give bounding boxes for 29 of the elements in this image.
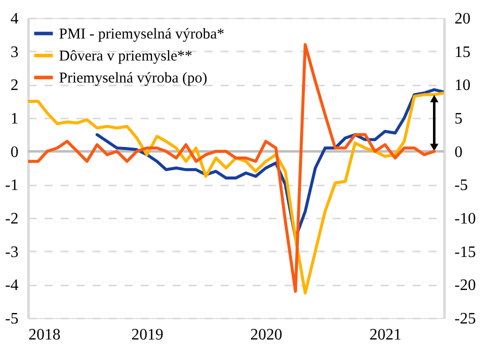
y2-tick-label: 5 bbox=[454, 110, 462, 128]
y2-tick-label: -15 bbox=[454, 244, 476, 261]
x-tick-label: 2018 bbox=[28, 326, 60, 344]
y2-tick-label: -10 bbox=[454, 210, 476, 228]
x-tick-label: 2020 bbox=[250, 326, 282, 344]
y-tick-label: -1 bbox=[5, 177, 18, 194]
y2-tick-label: 20 bbox=[454, 10, 470, 28]
legend-label: Dôvera v priemysle** bbox=[59, 48, 192, 64]
line-series bbox=[28, 92, 444, 294]
y-tick-label: 0 bbox=[10, 144, 18, 161]
x-tick-label: 2019 bbox=[131, 326, 164, 344]
y-tick-label: -3 bbox=[5, 244, 18, 261]
y2-tick-label: 0 bbox=[454, 144, 462, 161]
y2-tick-label: 15 bbox=[454, 44, 470, 61]
y2-tick-label: 10 bbox=[454, 77, 470, 94]
y-tick-label: -2 bbox=[5, 210, 18, 228]
y-tick-label: -5 bbox=[5, 310, 18, 328]
legend-label: Priemyselná výroba (po) bbox=[59, 70, 208, 86]
line-series bbox=[28, 43, 436, 293]
legend-label: PMI - priemyselná výroba* bbox=[59, 26, 224, 42]
y-tick-label: 4 bbox=[10, 10, 18, 28]
y2-tick-label: -25 bbox=[454, 310, 476, 328]
y2-tick-label: -20 bbox=[454, 277, 476, 294]
y-tick-label: 2 bbox=[10, 77, 18, 94]
y-tick-label: 1 bbox=[10, 110, 18, 128]
y2-tick-label: -5 bbox=[454, 177, 468, 194]
y-tick-label: -4 bbox=[5, 277, 18, 294]
x-tick-label: 2021 bbox=[370, 326, 402, 344]
y-tick-label: 3 bbox=[10, 44, 18, 61]
